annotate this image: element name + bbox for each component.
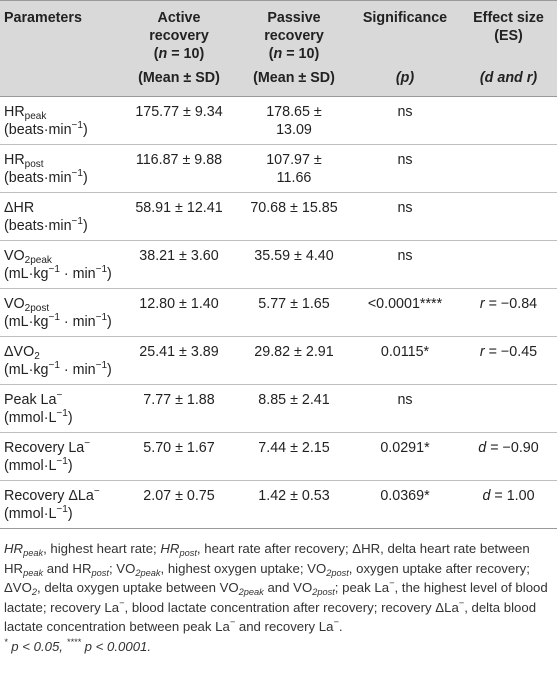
cell-effect-size: r = −0.45	[460, 336, 557, 385]
cell-parameter: VO2peak (mL·kg−1 · min−1)	[0, 240, 120, 289]
cell-significance: 0.0291*	[350, 432, 460, 481]
cell-passive: 29.82 ± 2.91	[238, 336, 350, 385]
table-row: Peak La− (mmol·L−1) 7.77 ± 1.88 8.85 ± 2.41…	[0, 384, 557, 433]
cell-effect-size: r = −0.84	[460, 288, 557, 337]
header-active-recovery: Active recovery (n = 10)	[120, 0, 238, 67]
cell-active: 5.70 ± 1.67	[120, 432, 238, 481]
cell-passive: 178.65 ±13.09	[238, 96, 350, 145]
header-parameters: Parameters	[0, 0, 120, 67]
cell-unit: (beats·min−1)	[4, 216, 88, 234]
table-header: Parameters Active recovery (n = 10) Pass…	[0, 0, 557, 97]
cell-passive: 7.44 ± 2.15	[238, 432, 350, 481]
cell-effect-size	[460, 192, 557, 241]
cell-effect-size	[460, 240, 557, 289]
table-container: Parameters Active recovery (n = 10) Pass…	[0, 0, 557, 654]
cell-parameter: ΔVO2 (mL·kg−1 · min−1)	[0, 336, 120, 385]
cell-parameter: ΔHR (beats·min−1)	[0, 192, 120, 241]
table-footnote: HRpeak, highest heart rate; HRpost, hear…	[4, 541, 548, 654]
cell-passive: 5.77 ± 1.65	[238, 288, 350, 337]
cell-parameter: VO2post (mL·kg−1 · min−1)	[0, 288, 120, 337]
cell-active: 38.21 ± 3.60	[120, 240, 238, 289]
header-sub-significance: (p)	[350, 67, 460, 97]
header-sub-empty	[0, 67, 120, 97]
cell-passive: 1.42 ± 0.53	[238, 480, 350, 529]
cell-significance: ns	[350, 384, 460, 433]
cell-significance: <0.0001****	[350, 288, 460, 337]
cell-effect-size	[460, 384, 557, 433]
cell-active: 58.91 ± 12.41	[120, 192, 238, 241]
cell-unit: (mL·kg−1 · min−1)	[4, 264, 112, 282]
cell-active: 7.77 ± 1.88	[120, 384, 238, 433]
table-row: Recovery La− (mmol·L−1) 5.70 ± 1.67 7.44 ± …	[0, 432, 557, 481]
header-sub-effect: (d and r)	[460, 67, 557, 97]
cell-active: 12.80 ± 1.40	[120, 288, 238, 337]
cell-active: 116.87 ± 9.88	[120, 144, 238, 193]
table-row: VO2post (mL·kg−1 · min−1) 12.80 ± 1.40 5.77…	[0, 288, 557, 337]
cell-active: 175.77 ± 9.34	[120, 96, 238, 145]
header-passive-recovery: Passive recovery (n = 10)	[238, 0, 350, 67]
table-row: VO2peak (mL·kg−1 · min−1) 38.21 ± 3.60 35.5…	[0, 240, 557, 289]
cell-significance: ns	[350, 96, 460, 145]
cell-unit: (beats·min−1)	[4, 168, 88, 186]
cell-significance: ns	[350, 240, 460, 289]
cell-parameter: Recovery La− (mmol·L−1)	[0, 432, 120, 481]
cell-significance: ns	[350, 192, 460, 241]
cell-passive: 35.59 ± 4.40	[238, 240, 350, 289]
header-significance: Significance	[350, 0, 460, 67]
table-row: ΔVO2 (mL·kg−1 · min−1) 25.41 ± 3.89 29.82 ±…	[0, 336, 557, 385]
cell-significance: 0.0369*	[350, 480, 460, 529]
cell-parameter: Peak La− (mmol·L−1)	[0, 384, 120, 433]
cell-effect-size: d = −0.90	[460, 432, 557, 481]
cell-unit: (mL·kg−1 · min−1)	[4, 360, 112, 378]
cell-effect-size: d = 1.00	[460, 480, 557, 529]
header-sub-active: (Mean ± SD)	[120, 67, 238, 97]
cell-parameter: HRpeak (beats·min−1)	[0, 96, 120, 145]
cell-unit: (mmol·L−1)	[4, 504, 73, 522]
cell-active: 25.41 ± 3.89	[120, 336, 238, 385]
header-effect-size: Effect size (ES)	[460, 0, 557, 67]
cell-unit: (mmol·L−1)	[4, 408, 73, 426]
table-row: Recovery ΔLa− (mmol·L−1) 2.07 ± 0.75 1.42 ±…	[0, 480, 557, 529]
cell-significance: ns	[350, 144, 460, 193]
cell-unit: (beats·min−1)	[4, 120, 88, 138]
table-row: HRpeak (beats·min−1) 175.77 ± 9.34 178.65 ±…	[0, 96, 557, 145]
cell-parameter: HRpost (beats·min−1)	[0, 144, 120, 193]
table-row: ΔHR (beats·min−1) 58.91 ± 12.41 70.68 ± 15.…	[0, 192, 557, 241]
cell-significance: 0.0115*	[350, 336, 460, 385]
cell-passive: 8.85 ± 2.41	[238, 384, 350, 433]
cell-passive: 107.97 ±11.66	[238, 144, 350, 193]
cell-passive: 70.68 ± 15.85	[238, 192, 350, 241]
cell-effect-size	[460, 144, 557, 193]
table-body: HRpeak (beats·min−1) 175.77 ± 9.34 178.65 ±…	[0, 96, 557, 529]
cell-unit: (mL·kg−1 · min−1)	[4, 312, 112, 330]
cell-effect-size	[460, 96, 557, 145]
results-table: Parameters Active recovery (n = 10) Pass…	[0, 0, 557, 529]
cell-unit: (mmol·L−1)	[4, 456, 73, 474]
header-sub-passive: (Mean ± SD)	[238, 67, 350, 97]
cell-parameter: Recovery ΔLa− (mmol·L−1)	[0, 480, 120, 529]
table-row: HRpost (beats·min−1) 116.87 ± 9.88 107.97 ±…	[0, 144, 557, 193]
cell-active: 2.07 ± 0.75	[120, 480, 238, 529]
